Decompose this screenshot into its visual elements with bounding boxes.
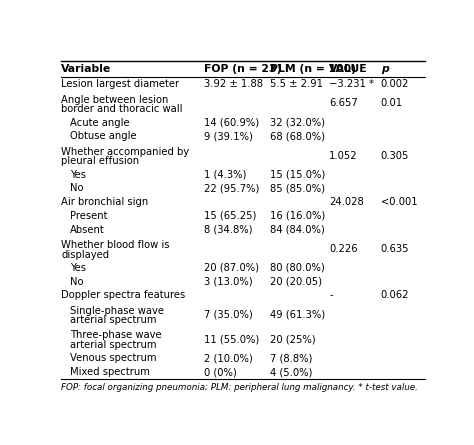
Text: VALUE: VALUE <box>329 64 368 74</box>
Text: 85 (85.0%): 85 (85.0%) <box>271 183 326 194</box>
Text: 7 (8.8%): 7 (8.8%) <box>271 353 313 364</box>
Text: Obtuse angle: Obtuse angle <box>70 131 137 142</box>
Text: 7 (35.0%): 7 (35.0%) <box>204 310 253 320</box>
Text: Whether blood flow is: Whether blood flow is <box>61 240 170 250</box>
Text: Lesion largest diameter: Lesion largest diameter <box>61 79 179 89</box>
Text: Yes: Yes <box>70 170 86 180</box>
Text: 16 (16.0%): 16 (16.0%) <box>271 211 326 221</box>
Text: 0.635: 0.635 <box>381 244 409 254</box>
Text: 3.92 ± 1.88: 3.92 ± 1.88 <box>204 79 264 89</box>
Text: Three-phase wave: Three-phase wave <box>70 330 162 340</box>
Text: 0.01: 0.01 <box>381 98 403 109</box>
Text: -: - <box>329 290 333 300</box>
Text: Present: Present <box>70 211 108 221</box>
Text: 14 (60.9%): 14 (60.9%) <box>204 117 259 128</box>
Text: Whether accompanied by: Whether accompanied by <box>61 147 189 157</box>
Text: 0.305: 0.305 <box>381 150 409 161</box>
Text: 2 (10.0%): 2 (10.0%) <box>204 353 253 364</box>
Text: displayed: displayed <box>61 250 109 260</box>
Text: 0.226: 0.226 <box>329 244 358 254</box>
Text: Angle between lesion: Angle between lesion <box>61 94 168 105</box>
Text: 3 (13.0%): 3 (13.0%) <box>204 277 253 287</box>
Text: 1 (4.3%): 1 (4.3%) <box>204 170 247 180</box>
Text: Air bronchial sign: Air bronchial sign <box>61 197 148 207</box>
Text: FOP (n = 23): FOP (n = 23) <box>204 64 282 74</box>
Text: Mixed spectrum: Mixed spectrum <box>70 367 150 377</box>
Text: 80 (80.0%): 80 (80.0%) <box>271 263 325 273</box>
Text: Single-phase wave: Single-phase wave <box>70 306 164 316</box>
Text: 20 (25%): 20 (25%) <box>271 334 316 344</box>
Text: 15 (65.25): 15 (65.25) <box>204 211 257 221</box>
Text: p: p <box>381 64 388 74</box>
Text: 5.5 ± 2.91: 5.5 ± 2.91 <box>271 79 323 89</box>
Text: 9 (39.1%): 9 (39.1%) <box>204 131 253 142</box>
Text: Absent: Absent <box>70 225 105 235</box>
Text: 20 (87.0%): 20 (87.0%) <box>204 263 259 273</box>
Text: arterial spectrum: arterial spectrum <box>70 340 157 350</box>
Text: 68 (68.0%): 68 (68.0%) <box>271 131 326 142</box>
Text: −3.231 *: −3.231 * <box>329 79 374 89</box>
Text: 1.052: 1.052 <box>329 150 358 161</box>
Text: Yes: Yes <box>70 263 86 273</box>
Text: arterial spectrum: arterial spectrum <box>70 316 157 325</box>
Text: 24.028: 24.028 <box>329 197 364 207</box>
Text: <0.001: <0.001 <box>381 197 417 207</box>
Text: No: No <box>70 183 84 194</box>
Text: 20 (20.05): 20 (20.05) <box>271 277 322 287</box>
Text: 6.657: 6.657 <box>329 98 358 109</box>
Text: 49 (61.3%): 49 (61.3%) <box>271 310 326 320</box>
Text: Variable: Variable <box>61 64 111 74</box>
Text: 0.002: 0.002 <box>381 79 409 89</box>
Text: 22 (95.7%): 22 (95.7%) <box>204 183 260 194</box>
Text: FOP: focal organizing pneumonia; PLM: peripheral lung malignancy. * t-test value: FOP: focal organizing pneumonia; PLM: pe… <box>61 383 418 392</box>
Text: No: No <box>70 277 84 287</box>
Text: 84 (84.0%): 84 (84.0%) <box>271 225 325 235</box>
Text: Doppler spectra features: Doppler spectra features <box>61 290 185 300</box>
Text: PLM (n = 100): PLM (n = 100) <box>271 64 356 74</box>
Text: 0.062: 0.062 <box>381 290 409 300</box>
Text: 15 (15.0%): 15 (15.0%) <box>271 170 326 180</box>
Text: 0 (0%): 0 (0%) <box>204 367 237 377</box>
Text: 8 (34.8%): 8 (34.8%) <box>204 225 253 235</box>
Text: 32 (32.0%): 32 (32.0%) <box>271 117 326 128</box>
Text: pleural effusion: pleural effusion <box>61 157 139 166</box>
Text: Acute angle: Acute angle <box>70 117 130 128</box>
Text: border and thoracic wall: border and thoracic wall <box>61 105 182 114</box>
Text: 4 (5.0%): 4 (5.0%) <box>271 367 313 377</box>
Text: Venous spectrum: Venous spectrum <box>70 353 157 364</box>
Text: 11 (55.0%): 11 (55.0%) <box>204 334 260 344</box>
